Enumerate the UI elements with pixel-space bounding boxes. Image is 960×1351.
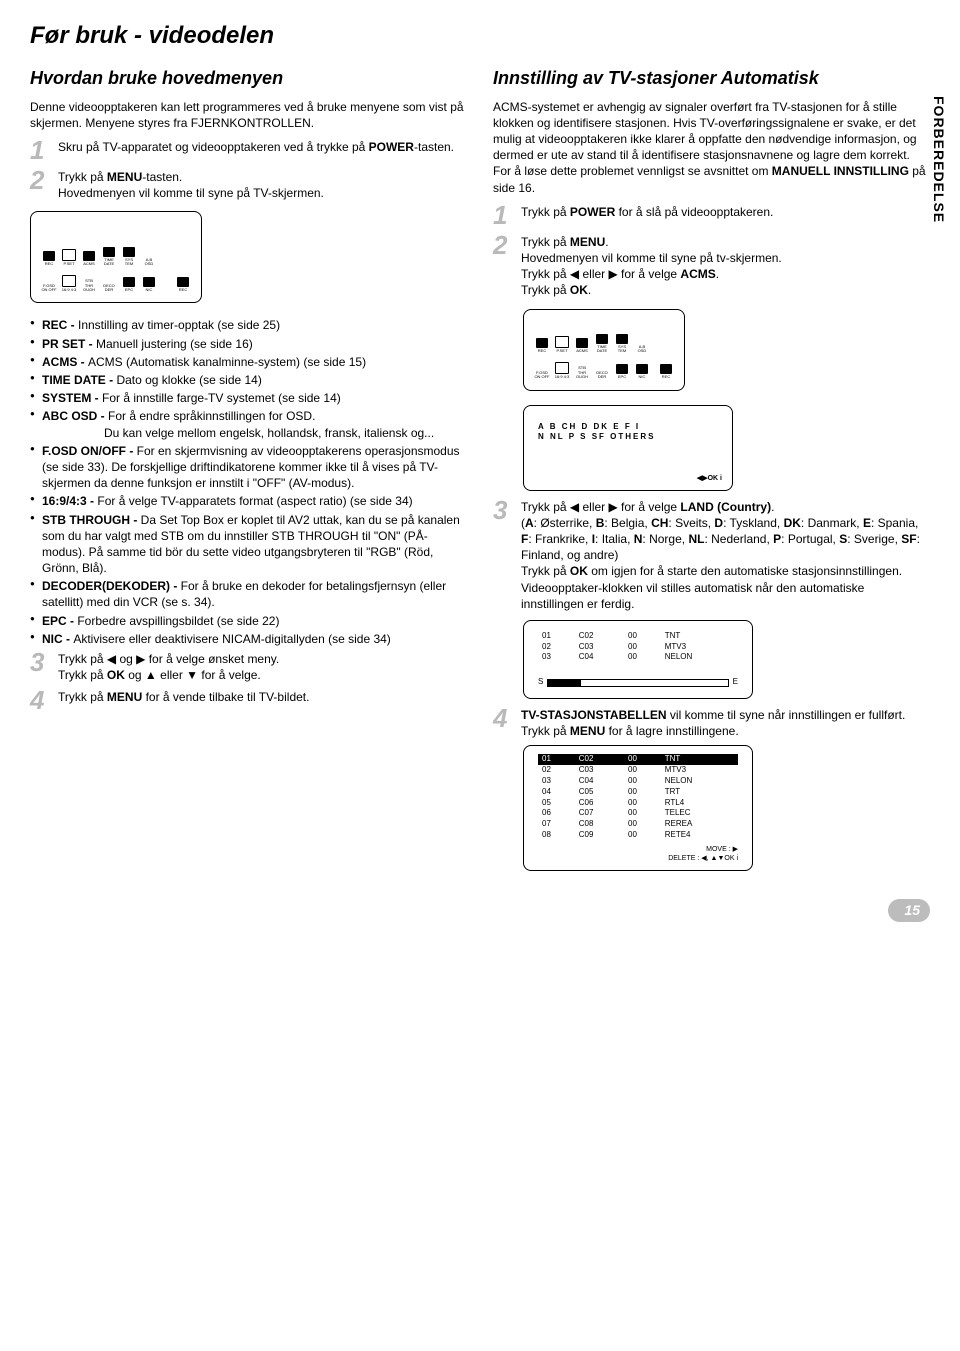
step-text: Trykk på MENU.Hovedmenyen vil komme til … [521,234,930,299]
step-number: 4 [493,705,519,739]
list-item: STB THROUGH - Da Set Top Box er koplet t… [30,512,467,577]
scan-table: 01C0200TNT02C0300MTV303C0400NELON [538,631,738,663]
list-item: SYSTEM - For å innstille farge-TV system… [30,390,467,406]
step-text: Trykk på MENU for å vende tilbake til TV… [58,689,467,713]
table-row: 02C0300MTV3 [538,765,738,776]
table-row: 01C0200TNT [538,631,738,642]
list-item: PR SET - Manuell justering (se side 16) [30,336,467,352]
left-step-1: 1 Skru på TV-apparatet og videoopptakere… [30,139,467,163]
right-intro: ACMS-systemet er avhengig av signaler ov… [493,99,930,196]
list-item: 16:9/4:3 - For å velge TV-apparatets for… [30,493,467,509]
list-item: DECODER(DEKODER) - For å bruke en dekode… [30,578,467,610]
left-step-3: 3 Trykk på ◀ og ▶ for å velge ønsket men… [30,651,467,683]
page-title: Før bruk - videodelen [30,20,930,52]
station-table: 01C0200TNT02C0300MTV303C0400NELON04C0500… [538,754,738,840]
list-item: ABC OSD - For å endre språkinnstillingen… [30,408,467,440]
step-number: 1 [30,137,56,163]
menu-icon-row-bottom: F.OSD ON OFF 16:9 4:3 STB THR OUGH DECO … [534,362,674,379]
step-number: 4 [30,687,56,713]
main-columns: Hvordan bruke hovedmenyen Denne videoopp… [30,66,930,878]
panel-nav: ◀▶OK i [697,474,722,483]
step-number: 3 [493,497,519,612]
scan-progress: S E [538,677,738,688]
left-step-4: 4 Trykk på MENU for å vende tilbake til … [30,689,467,713]
step-text: Trykk på MENU-tasten.Hovedmenyen vil kom… [58,169,467,201]
left-bullet-list: REC - Innstilling av timer-opptak (se si… [30,317,467,647]
list-item: REC - Innstilling av timer-opptak (se si… [30,317,467,333]
step-text: Trykk på ◀ eller ▶ for å velge LAND (Cou… [521,499,930,612]
menu-icon-panel: REC P.SET ACMS TIME DATE SYS TEM A,B OSD… [523,309,685,391]
list-item: ACMS - ACMS (Automatisk kanalminne-syste… [30,354,467,370]
list-item: TIME DATE - Dato og klokke (se side 14) [30,372,467,388]
list-item: F.OSD ON/OFF - For en skjermvisning av v… [30,443,467,492]
step-text: TV-STASJONSTABELLEN vil komme til syne n… [521,707,930,739]
menu-icon-panel: REC P.SET ACMS TIME DATE SYS TEM A,B OSD… [30,211,202,303]
sidebar-label: FORBEREDELSE [929,96,948,223]
table-row: 03C0400NELON [538,652,738,663]
right-step-3: 3 Trykk på ◀ eller ▶ for å velge LAND (C… [493,499,930,612]
table-row: 01C0200TNT [538,754,738,765]
left-step-2: 2 Trykk på MENU-tasten.Hovedmenyen vil k… [30,169,467,201]
table-row: 04C0500TRT [538,787,738,798]
right-step-4: 4 TV-STASJONSTABELLEN vil komme til syne… [493,707,930,739]
countries-line: N NL P S SF OTHERS [538,432,718,443]
table-row: 07C0800REREA [538,819,738,830]
table-row: 08C0900RETE4 [538,830,738,841]
table-row: 06C0700TELEC [538,808,738,819]
countries-line: A B CH D DK E F I [538,422,718,433]
left-column: Hvordan bruke hovedmenyen Denne videoopp… [30,66,467,878]
country-panel: A B CH D DK E F I N NL P S SF OTHERS ◀▶O… [523,405,733,491]
right-step-1: 1 Trykk på POWER for å slå på videooppta… [493,204,930,228]
left-section-title: Hvordan bruke hovedmenyen [30,66,467,90]
page-number: 15 [888,899,930,922]
step-number: 2 [493,232,519,299]
table-row: 03C0400NELON [538,776,738,787]
left-intro: Denne videoopptakeren kan lett programme… [30,99,467,131]
step-number: 1 [493,202,519,228]
step-number: 3 [30,649,56,683]
progress-bar [547,679,728,687]
right-step-2: 2 Trykk på MENU.Hovedmenyen vil komme ti… [493,234,930,299]
right-column: FORBEREDELSE Innstilling av TV-stasjoner… [493,66,930,878]
station-panel: 01C0200TNT02C0300MTV303C0400NELON04C0500… [523,745,753,870]
station-footer: MOVE : ▶ DELETE : ◀, ▲▼OK i [538,845,738,864]
step-number: 2 [30,167,56,201]
page-footer: 15 [30,899,930,922]
menu-icon-row-top: REC P.SET ACMS TIME DATE SYS TEM A,B OSD [41,247,191,267]
table-row: 05C0600RTL4 [538,798,738,809]
step-text: Trykk på ◀ og ▶ for å velge ønsket meny.… [58,651,467,683]
menu-icon-row-bottom: F.OSD ON OFF 16:9 4:3 STB THR OUGH DECO … [41,275,191,292]
step-text: Skru på TV-apparatet og videoopptakeren … [58,139,467,163]
step-text: Trykk på POWER for å slå på videoopptake… [521,204,930,228]
menu-icon-row-top: REC P.SET ACMS TIME DATE SYS TEM A,B OSD [534,334,674,354]
scan-panel: 01C0200TNT02C0300MTV303C0400NELON S E [523,620,753,699]
right-section-title: Innstilling av TV-stasjoner Automatisk [493,66,930,90]
list-item: EPC - Forbedre avspillingsbildet (se sid… [30,613,467,629]
table-row: 02C0300MTV3 [538,642,738,653]
list-item: NIC - Aktivisere eller deaktivisere NICA… [30,631,467,647]
